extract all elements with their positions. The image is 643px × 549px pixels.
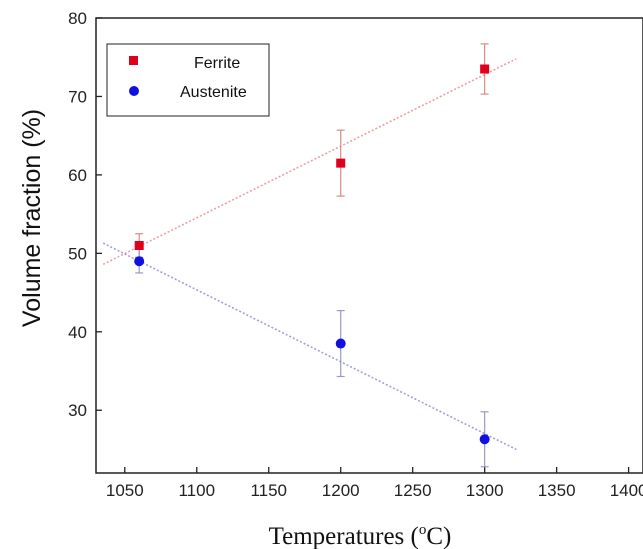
data-point-ferrite [134,241,144,250]
y-tick-label: 80 [68,9,87,28]
y-tick-label: 40 [68,323,87,342]
data-point-ferrite [336,158,346,168]
x-tick-label: 1250 [394,481,432,500]
x-axis-label-main: Temperatures ( [269,523,419,549]
legend-marker-austenite [129,86,139,96]
legend-box [106,43,270,117]
data-point-ferrite [480,64,490,74]
legend-label-austenite: Austenite [180,84,247,101]
y-tick-label: 60 [68,166,87,185]
y-tick-label: 70 [68,87,87,106]
x-tick-label: 1300 [466,481,504,500]
legend: Ferrite Austenite [106,43,270,117]
legend-marker-ferrite [129,56,138,65]
x-tick-label: 1100 [178,481,215,500]
y-axis-label: Volume fraction (%) [18,109,46,327]
error-bars [135,43,489,468]
legend-label-ferrite: Ferrite [194,55,240,72]
plot-area-frame [95,17,643,474]
x-tick-label: 1150 [250,481,287,500]
y-tick-label: 50 [68,244,87,263]
x-tick-label: 1200 [322,481,360,500]
x-tick-label: 1050 [106,481,144,500]
data-point-austenite [335,338,346,349]
x-axis-label-superscript: o [419,522,427,538]
trend-line-ferrite [102,58,517,266]
x-tick-label: 1400 [610,481,643,500]
data-point-austenite [479,434,490,445]
x-axis-label-unit: C) [426,523,451,549]
y-axis-ticks: 30 40 50 60 70 80 [68,9,102,420]
x-axis-ticks: 1050 1100 1150 1200 1250 1300 1350 1400 [106,467,643,500]
data-point-austenite [134,256,145,267]
x-tick-label: 1350 [538,481,576,500]
data-points [134,64,490,445]
x-axis-label: Temperatures (oC) [269,522,452,549]
trend-lines [102,58,517,451]
trend-line-austenite [102,242,517,451]
y-tick-label: 30 [68,401,87,420]
